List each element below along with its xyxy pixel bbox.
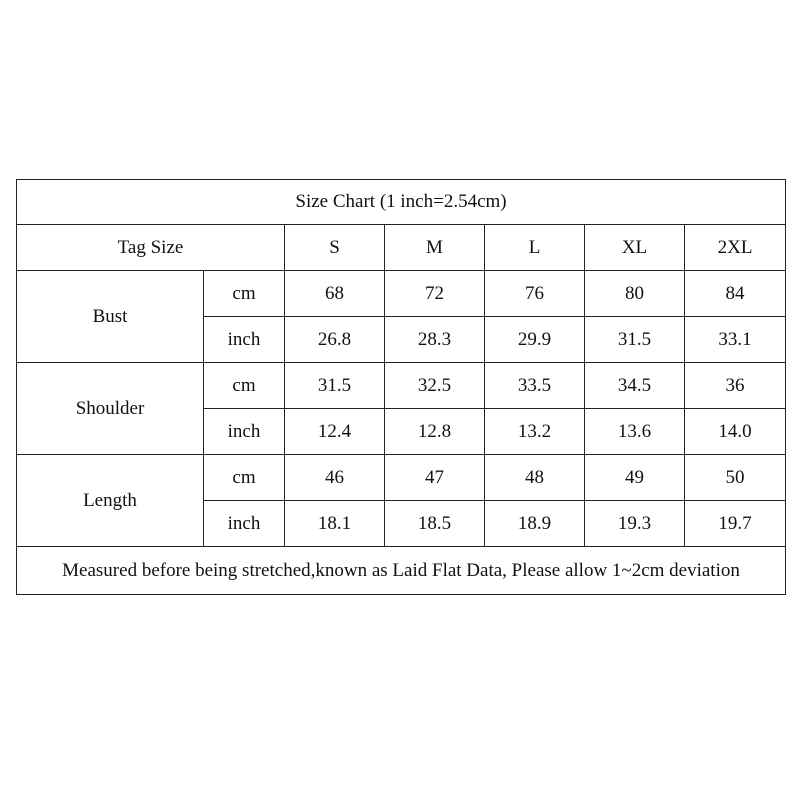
value-cell: 18.9 [484,500,585,547]
measurement-name: Shoulder [16,362,204,455]
value-cell: 28.3 [384,316,485,363]
value-cell: 19.3 [584,500,685,547]
value-cell: 12.8 [384,408,485,455]
measurement-row-inch: inch 12.4 12.8 13.2 13.6 14.0 [17,408,787,455]
value-cell: 48 [484,454,585,501]
header-row: Tag Size S M L XL 2XL [16,224,787,271]
size-header: M [384,224,485,271]
measurement-row-inch: inch 26.8 28.3 29.9 31.5 33.1 [17,316,787,363]
value-cell: 13.6 [584,408,685,455]
footer-note: Measured before being stretched,known as… [15,546,787,595]
unit-label: cm [203,454,285,501]
unit-label: inch [203,500,285,547]
value-cell: 33.5 [484,362,585,409]
size-header: L [484,224,585,271]
value-cell: 84 [683,270,787,317]
footer-row: Measured before being stretched,known as… [15,546,787,595]
value-cell: 50 [683,454,787,501]
value-cell: 47 [384,454,485,501]
size-chart-table: Size Chart (1 inch=2.54cm) Tag Size S M … [15,179,787,595]
value-cell: 80 [584,270,685,317]
value-cell: 72 [384,270,485,317]
value-cell: 29.9 [484,316,585,363]
measurement-name: Length [16,454,204,547]
value-cell: 68 [284,270,385,317]
value-cell: 19.7 [683,500,787,547]
chart-title: Size Chart (1 inch=2.54cm) [15,179,787,225]
value-cell: 12.4 [284,408,385,455]
value-cell: 36 [683,362,787,409]
measurement-row-cm: Length cm 46 47 48 49 50 [16,454,787,547]
unit-label: inch [203,316,285,363]
value-cell: 26.8 [284,316,385,363]
value-cell: 18.5 [384,500,485,547]
size-header: XL [584,224,685,271]
value-cell: 31.5 [584,316,685,363]
size-header: 2XL [683,224,787,271]
value-cell: 13.2 [484,408,585,455]
value-cell: 76 [484,270,585,317]
tag-size-label: Tag Size [16,224,285,271]
value-cell: 46 [284,454,385,501]
measurement-row-cm: Bust cm 68 72 76 80 84 [16,270,787,363]
unit-label: cm [203,270,285,317]
unit-label: inch [203,408,285,455]
unit-label: cm [203,362,285,409]
value-cell: 49 [584,454,685,501]
title-row: Size Chart (1 inch=2.54cm) [15,179,787,225]
measurement-row-inch: inch 18.1 18.5 18.9 19.3 19.7 [17,500,787,547]
measurement-name: Bust [16,270,204,363]
value-cell: 18.1 [284,500,385,547]
value-cell: 33.1 [683,316,787,363]
value-cell: 14.0 [683,408,787,455]
value-cell: 31.5 [284,362,385,409]
value-cell: 34.5 [584,362,685,409]
value-cell: 32.5 [384,362,485,409]
measurement-row-cm: Shoulder cm 31.5 32.5 33.5 34.5 36 [16,362,787,455]
size-header: S [284,224,385,271]
